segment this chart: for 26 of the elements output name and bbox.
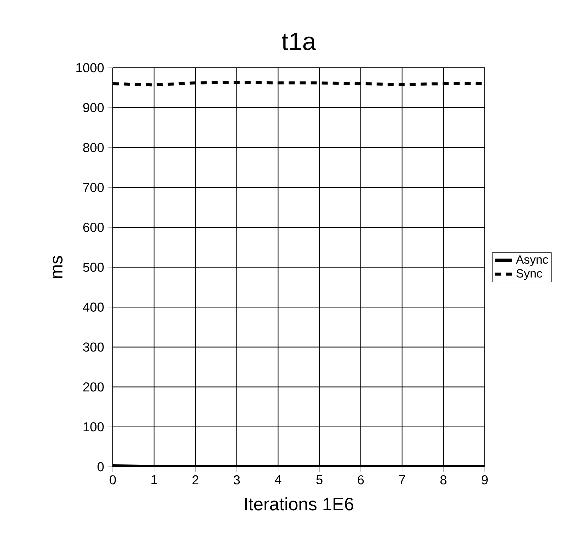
y-tick-label: 800: [83, 143, 104, 152]
y-tick-label: 0: [98, 462, 104, 472]
x-tick-label: 8: [440, 476, 447, 485]
y-tick-label: 300: [83, 342, 104, 352]
legend-label: Sync: [516, 269, 542, 280]
x-tick-label: 2: [192, 476, 199, 485]
legend-label: Async: [516, 256, 548, 266]
y-tick-label: 600: [84, 223, 104, 232]
x-tick-label: 7: [399, 476, 406, 484]
x-tick-label: 3: [234, 476, 240, 485]
x-tick-label: 9: [482, 476, 488, 485]
x-axis-title: Iterations 1E6: [245, 498, 354, 511]
y-axis-title: ms: [52, 256, 63, 278]
y-tick-label: 400: [83, 302, 104, 312]
x-tick-label: 5: [316, 476, 323, 485]
y-tick-label: 100: [84, 422, 104, 432]
x-tick-label: 4: [275, 476, 282, 484]
y-tick-label: 200: [84, 382, 104, 392]
y-tick-label: 1000: [76, 63, 104, 73]
y-tick-label: 500: [83, 262, 104, 272]
y-tick-label: 900: [83, 103, 104, 112]
x-tick-label: 6: [358, 476, 364, 485]
x-tick-label: 0: [110, 476, 116, 485]
y-tick-label: 700: [84, 183, 104, 192]
x-tick-label: 1: [152, 476, 158, 484]
chart-title: t1a: [282, 33, 316, 51]
